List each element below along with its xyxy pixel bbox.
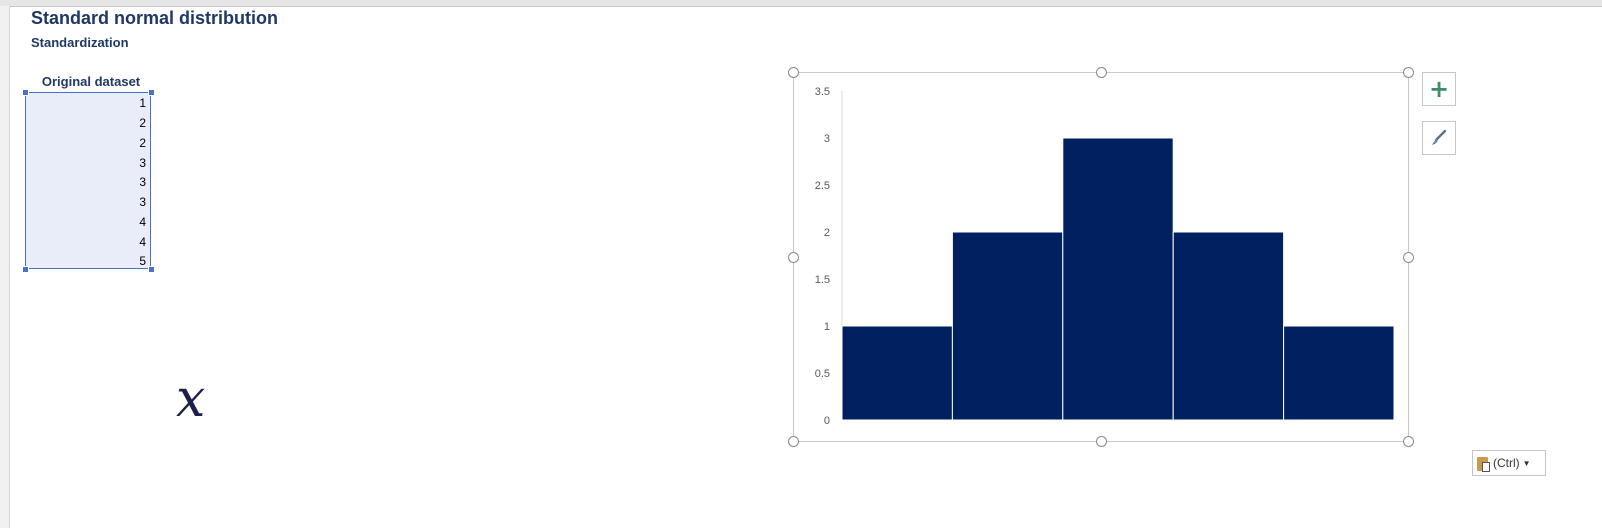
histogram-bar[interactable] (1283, 325, 1395, 421)
y-tick-label: 2.5 (815, 180, 830, 192)
dataset-cell[interactable]: 3 (139, 195, 146, 209)
sheet-subtitle: Standardization (31, 35, 129, 50)
y-tick-label: 1 (824, 321, 830, 333)
paste-options-label: (Ctrl) (1493, 456, 1520, 470)
paintbrush-icon (1432, 129, 1447, 145)
chevron-down-icon: ▼ (1522, 458, 1531, 468)
dataset-cell[interactable]: 4 (139, 215, 146, 229)
chart-resize-handle-s[interactable] (1096, 436, 1107, 447)
bar-series[interactable] (841, 137, 1395, 421)
y-axis: 0 0.5 1 1.5 2 2.5 3 3.5 (815, 86, 843, 427)
selection-handle[interactable] (148, 266, 155, 273)
variable-x-symbol: 𝑥 (176, 369, 206, 429)
clipboard-icon (1477, 455, 1491, 472)
selection-handle[interactable] (148, 89, 155, 96)
chart-styles-button[interactable] (1422, 121, 1456, 155)
y-tick-label: 2 (824, 227, 830, 239)
chart-resize-handle-nw[interactable] (788, 67, 799, 78)
chart-resize-handle-e[interactable] (1403, 252, 1414, 263)
selection-handle[interactable] (22, 266, 29, 273)
dataset-cell[interactable]: 2 (139, 116, 146, 130)
dataset-range[interactable]: 1 2 2 3 3 3 4 4 5 (25, 92, 151, 269)
y-tick-label: 0.5 (815, 368, 830, 380)
chart-resize-handle-se[interactable] (1403, 436, 1414, 447)
histogram-bar[interactable] (951, 231, 1064, 421)
sheet-title: Standard normal distribution (31, 8, 279, 28)
column-header-strip (0, 0, 1602, 7)
dataset-cell[interactable]: 2 (139, 136, 146, 150)
dataset-cell[interactable]: 5 (139, 254, 146, 268)
dataset-cell[interactable]: 4 (139, 235, 146, 249)
histogram-bar[interactable] (1172, 231, 1285, 421)
plus-icon: + (1428, 75, 1450, 103)
selection-handle[interactable] (22, 89, 29, 96)
y-tick-label: 3 (824, 133, 830, 145)
chart-resize-handle-n[interactable] (1096, 67, 1107, 78)
histogram-bar[interactable] (841, 325, 953, 421)
dataset-cell[interactable]: 1 (139, 96, 146, 110)
dataset-cell[interactable]: 3 (139, 156, 146, 170)
dataset-header: Original dataset (41, 74, 141, 89)
dataset-cell[interactable]: 3 (139, 175, 146, 189)
row-header-strip (0, 6, 10, 528)
histogram-chart[interactable]: 0 0.5 1 1.5 2 2.5 3 3.5 (794, 73, 1408, 441)
chart-elements-button[interactable]: + (1422, 72, 1456, 106)
histogram-bar[interactable] (1062, 137, 1174, 421)
chart-resize-handle-sw[interactable] (788, 436, 799, 447)
paste-options-button[interactable]: (Ctrl) ▼ (1472, 450, 1546, 476)
chart-resize-handle-ne[interactable] (1403, 67, 1414, 78)
y-tick-label: 0 (824, 415, 830, 427)
y-tick-label: 3.5 (815, 86, 830, 98)
chart-resize-handle-w[interactable] (788, 252, 799, 263)
y-tick-label: 1.5 (815, 274, 830, 286)
